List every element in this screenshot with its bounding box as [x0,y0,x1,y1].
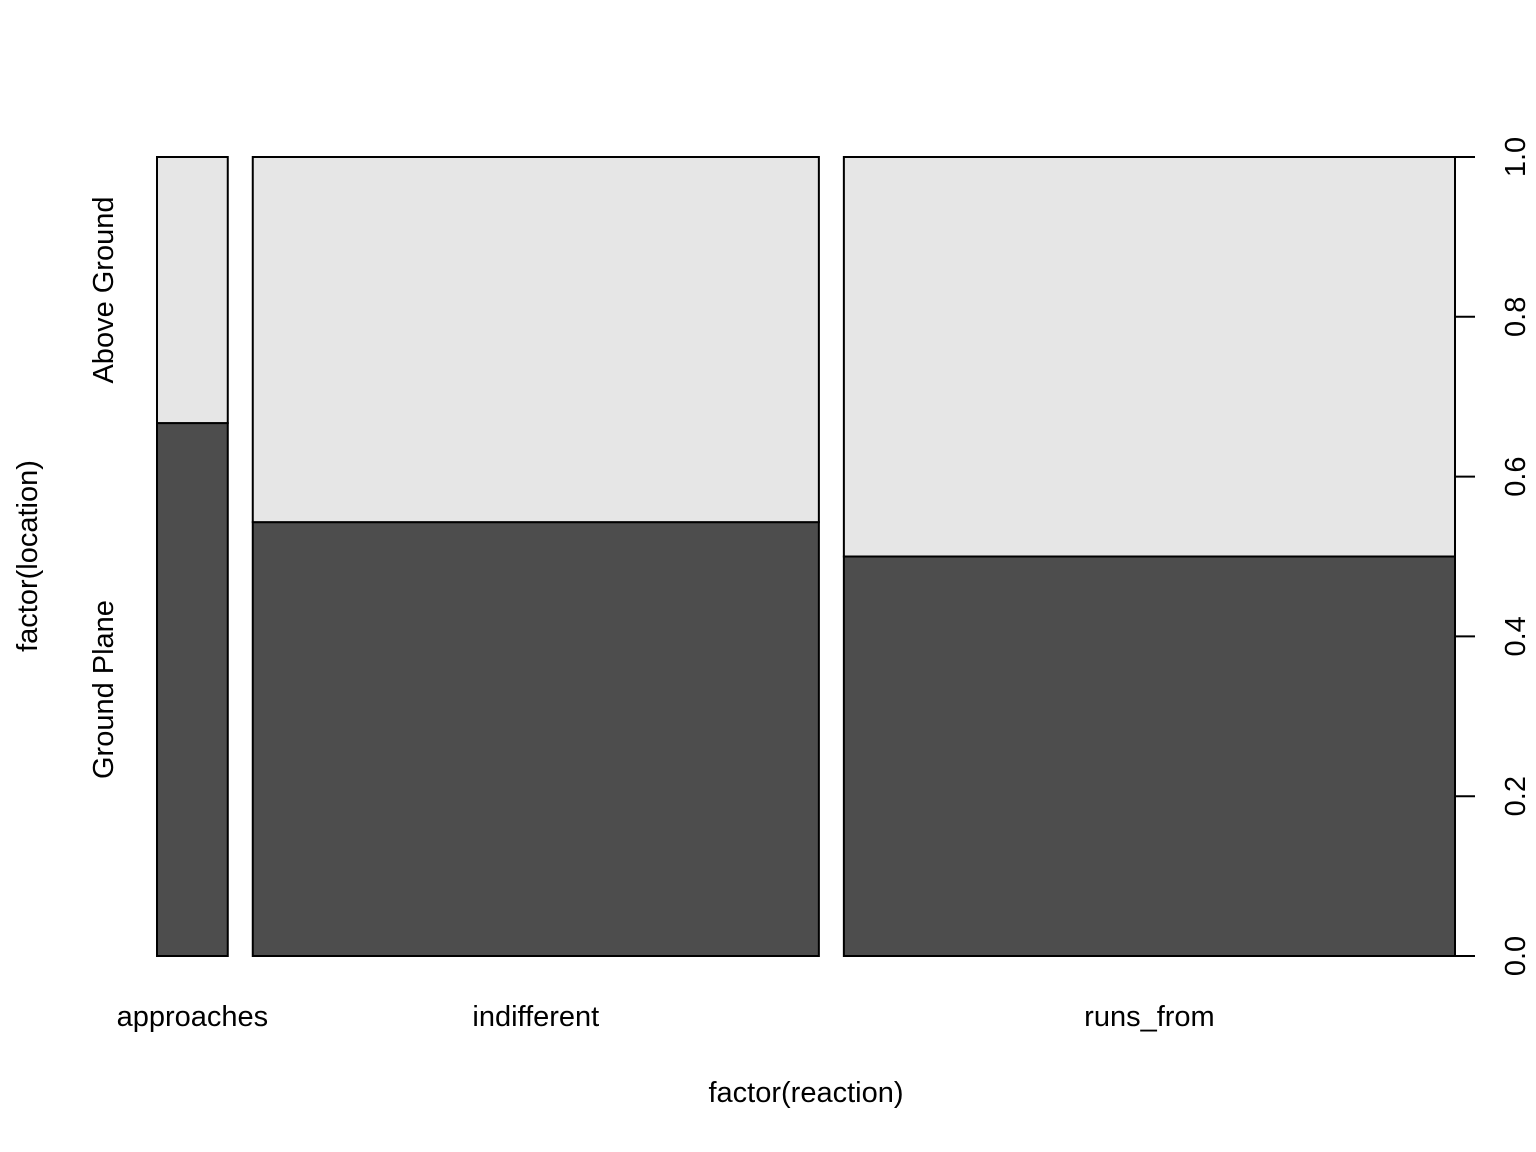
x-category-labels: approaches indifferent runs_from [117,1001,1215,1033]
y-tick-label: 0.4 [1500,616,1532,656]
y-tick-label: 1.0 [1500,137,1532,177]
x-axis-title: factor(reaction) [708,1077,903,1109]
y-axis: 0.0 0.2 0.4 0.6 0.8 1.0 [1454,137,1532,976]
bar-segment-indifferent-above-ground [251,156,820,524]
y-tick-label: 0.8 [1500,297,1532,337]
y-tick-label: 0.2 [1500,776,1532,816]
x-category-label: indifferent [472,1001,599,1033]
bar-segment-approaches-above-ground [156,156,229,425]
x-category-label: approaches [117,1001,269,1033]
bars-group [156,156,1456,957]
y-level-label: Above Ground [88,197,120,384]
bar-segment-runs_from-ground-plane [842,555,1456,957]
bar-segment-approaches-ground-plane [156,422,229,957]
y-tick-label: 0.6 [1500,456,1532,496]
bar-segment-indifferent-ground-plane [251,521,820,957]
y-axis-title: factor(location) [12,460,44,652]
y-tick-label: 0.0 [1500,936,1532,976]
x-category-label: runs_from [1084,1001,1215,1033]
bar-segment-runs_from-above-ground [842,156,1456,558]
y-level-labels: Ground Plane Above Ground [88,197,120,779]
y-level-label: Ground Plane [88,600,120,779]
